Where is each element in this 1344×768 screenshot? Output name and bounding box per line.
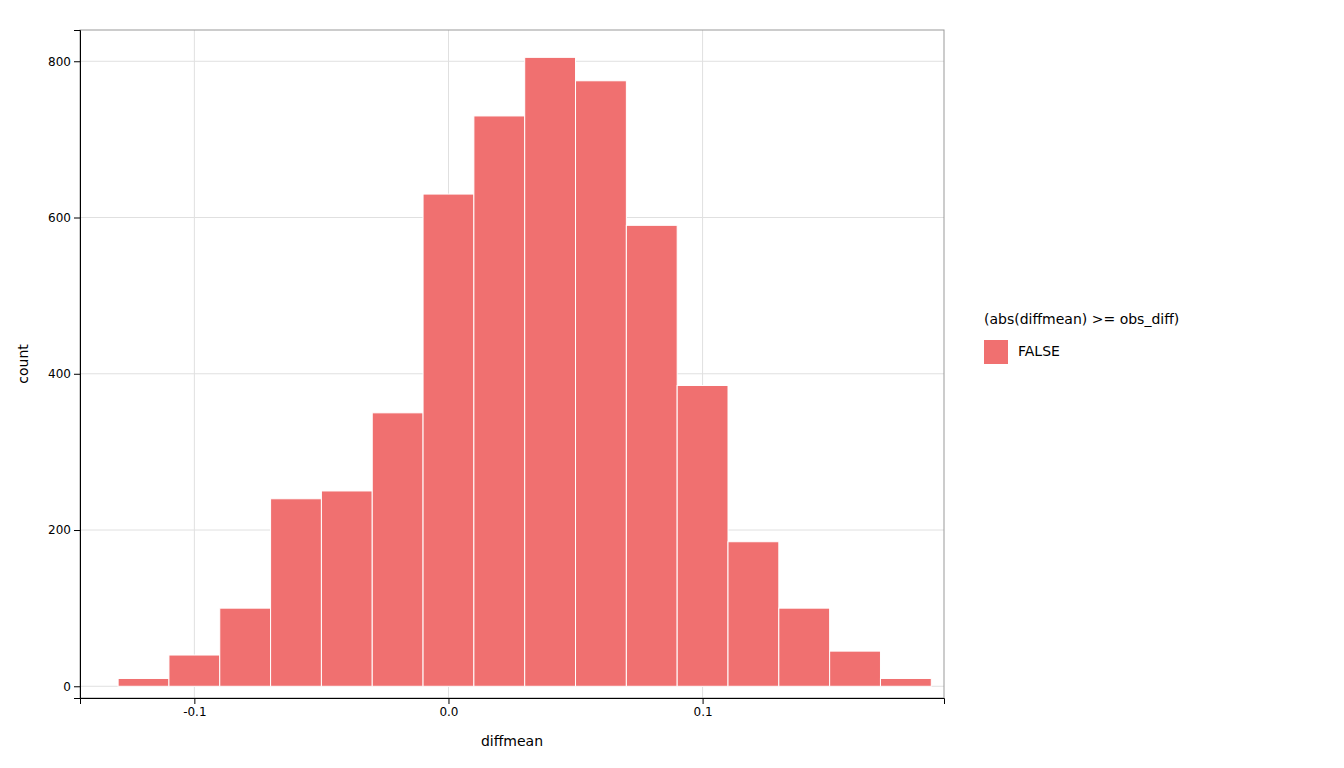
tick: 0.0 — [439, 698, 458, 719]
tick-label: 0.1 — [694, 705, 713, 719]
bar — [677, 385, 728, 686]
tick: 0.1 — [694, 698, 713, 719]
tick-mark — [74, 61, 80, 62]
legend-swatch — [984, 340, 1008, 364]
tick-label: 200 — [48, 523, 71, 537]
tick-mark — [74, 530, 80, 531]
tick-mark — [74, 686, 80, 687]
tick: 400 — [48, 367, 80, 381]
x-axis-title: diffmean — [481, 733, 543, 749]
axis-line — [81, 699, 945, 705]
tick-label: 600 — [48, 211, 71, 225]
grid-line-y — [80, 61, 944, 62]
legend: (abs(diffmean) >= obs_diff) FALSE — [984, 311, 1179, 364]
tick-mark — [703, 698, 704, 704]
grid — [80, 30, 944, 698]
y-axis: 0 200 400 600 800 — [48, 31, 80, 699]
bar — [474, 116, 525, 686]
tick-label: -0.1 — [183, 705, 206, 719]
bar — [220, 608, 271, 686]
bar — [779, 608, 830, 686]
bar — [525, 57, 576, 686]
plot: -0.1 0.0 0.1 0 200 400 600 800 — [48, 30, 944, 719]
chart: -0.1 0.0 0.1 0 200 400 600 800 diffmean count (abs… — [0, 0, 1344, 768]
bar — [423, 194, 474, 686]
tick-label: 800 — [48, 55, 71, 69]
tick-mark — [74, 374, 80, 375]
tick-label: 400 — [48, 367, 71, 381]
axis-line — [74, 31, 81, 699]
tick: -0.1 — [183, 698, 206, 719]
bar — [830, 651, 881, 686]
bar — [118, 678, 169, 686]
grid-line-x — [194, 30, 195, 698]
tick-mark — [74, 218, 80, 219]
tick-label: 0.0 — [439, 705, 458, 719]
bar — [728, 542, 779, 687]
bars — [118, 57, 931, 686]
tick-mark — [194, 698, 195, 704]
tick-mark — [448, 698, 449, 704]
bar — [880, 678, 931, 686]
plot-frame — [80, 30, 944, 698]
tick: 0 — [63, 680, 80, 694]
bar — [626, 225, 677, 686]
tick: 200 — [48, 523, 80, 537]
y-axis-title: count — [15, 344, 31, 384]
bar — [372, 413, 423, 686]
bar — [576, 81, 627, 686]
tick-label: 0 — [63, 680, 71, 694]
x-axis: -0.1 0.0 0.1 — [81, 698, 945, 719]
legend-title: (abs(diffmean) >= obs_diff) — [984, 311, 1179, 327]
bar — [321, 491, 372, 686]
tick: 800 — [48, 55, 80, 69]
tick: 600 — [48, 211, 80, 225]
legend-label: FALSE — [1018, 343, 1060, 359]
bar — [271, 499, 322, 687]
bar — [169, 655, 220, 686]
